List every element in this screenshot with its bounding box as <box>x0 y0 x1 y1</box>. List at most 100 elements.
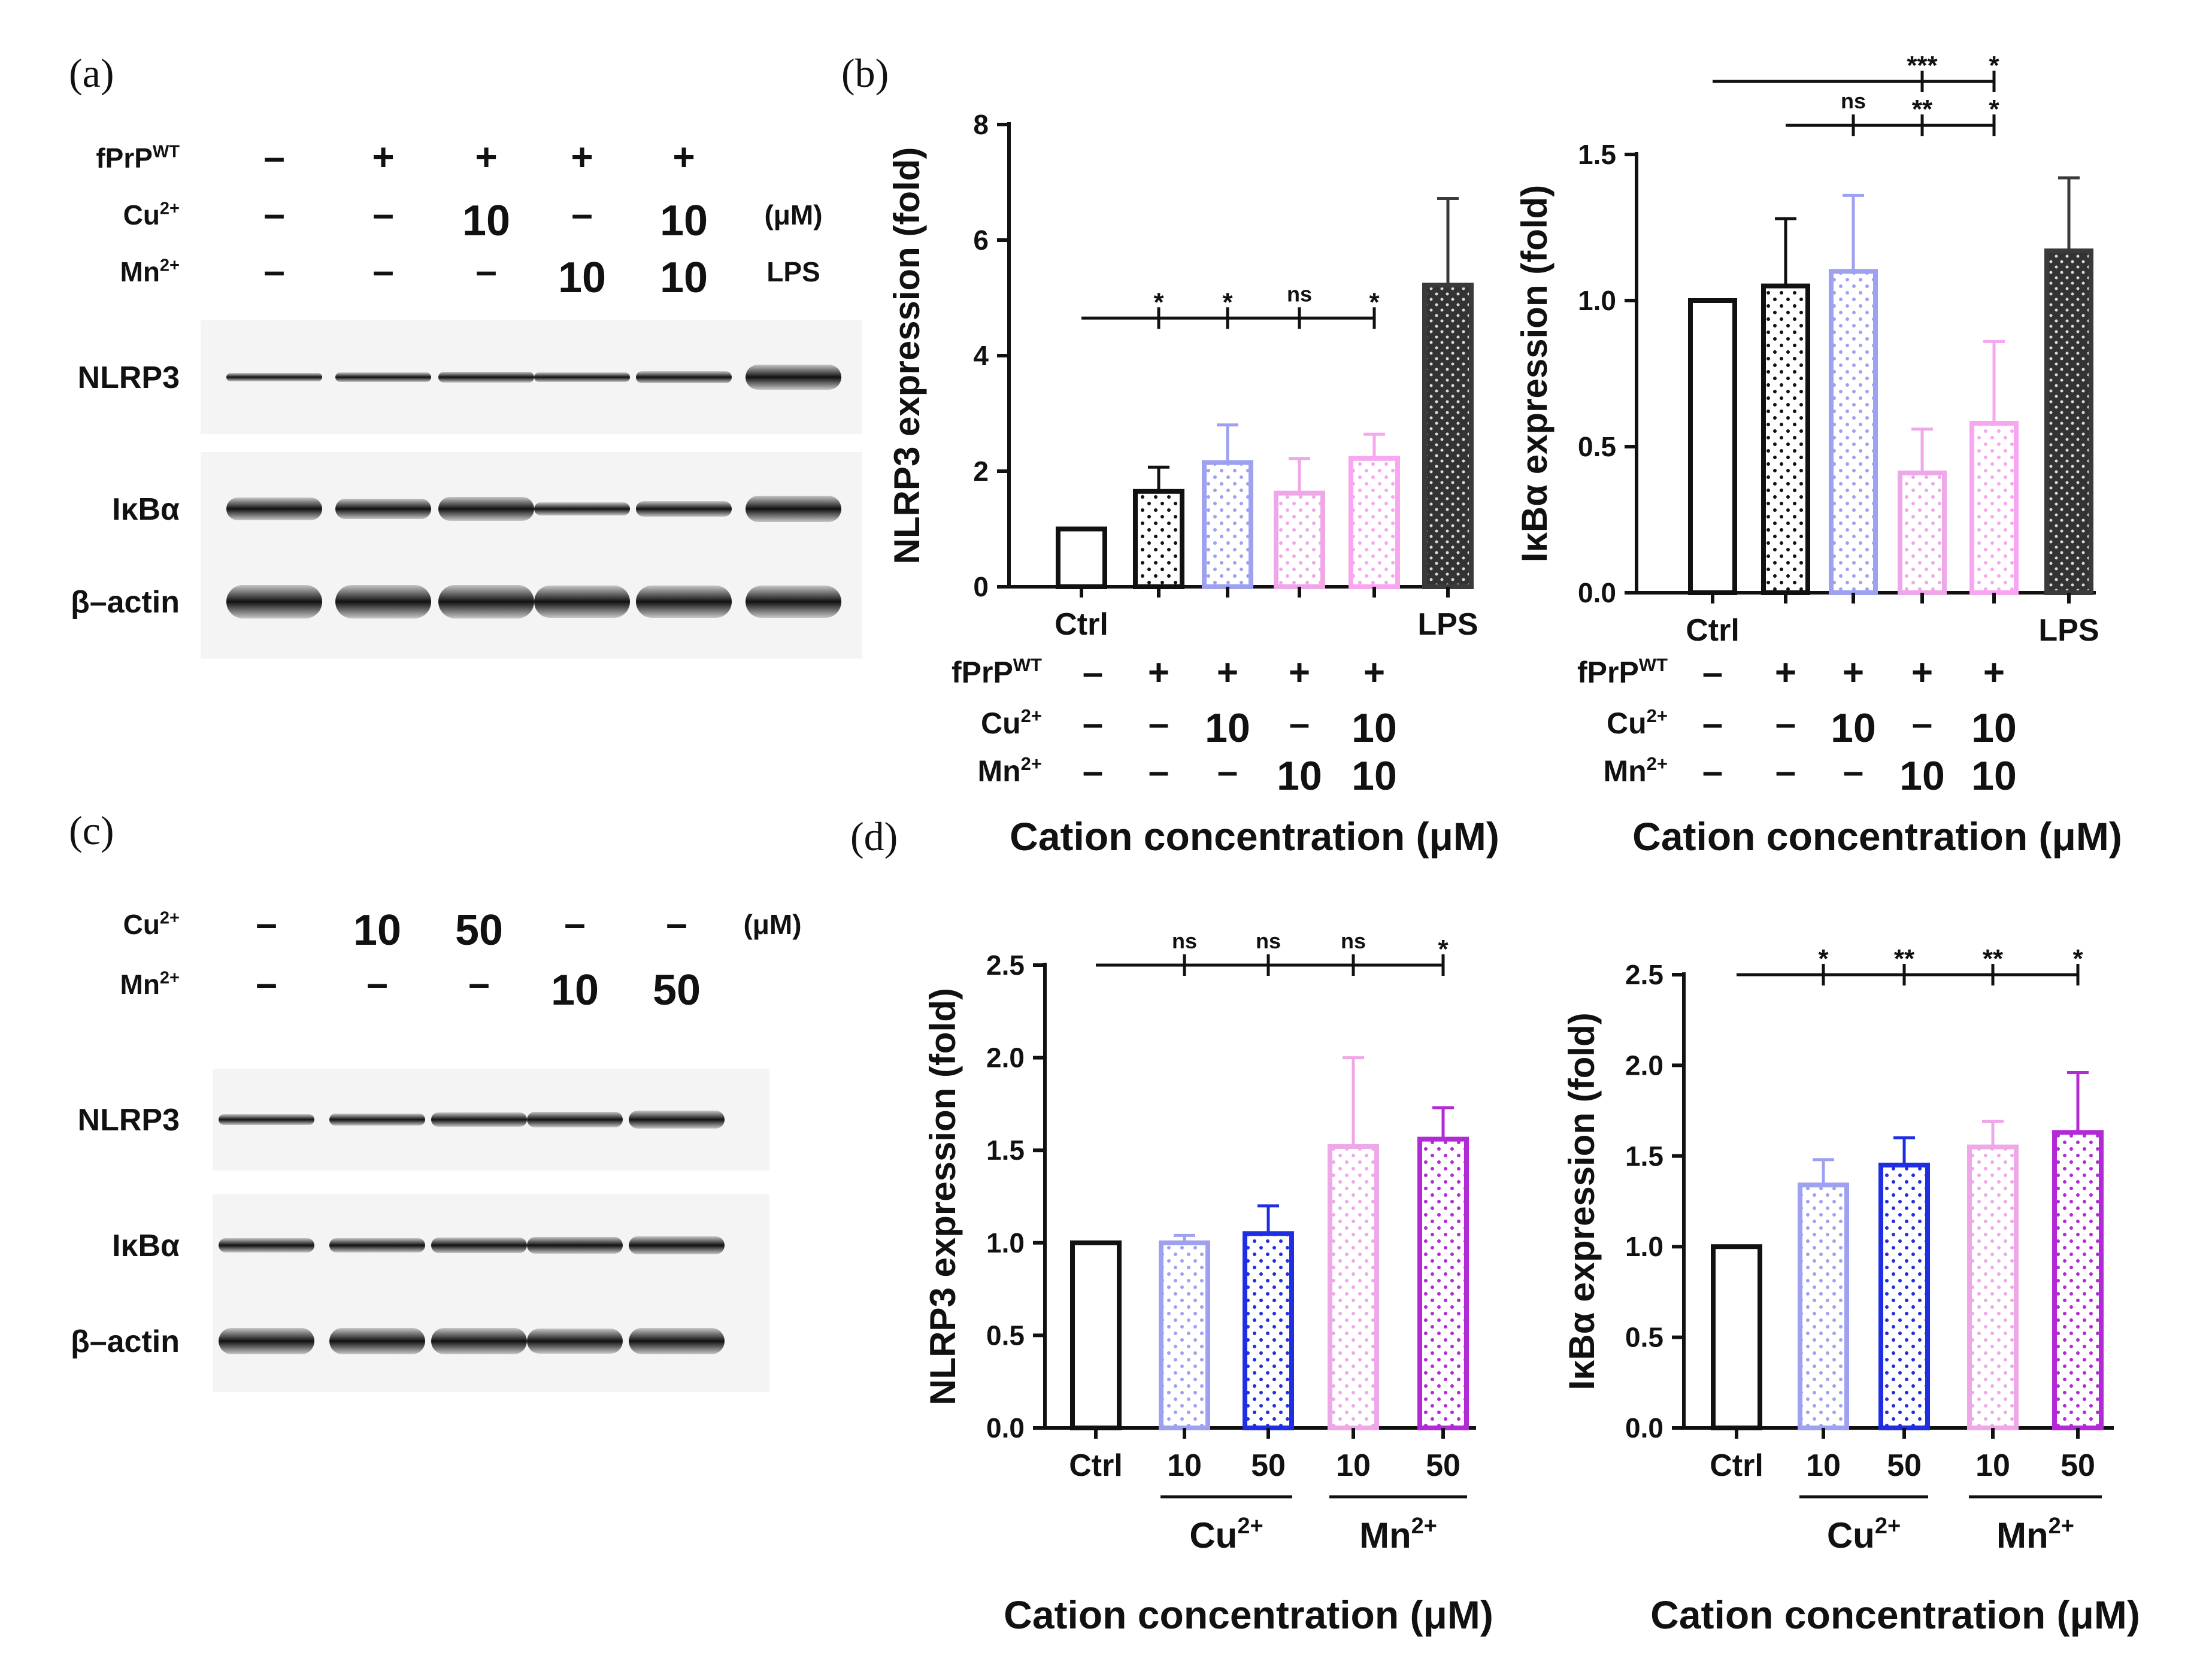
treatment-cell: + <box>372 135 394 178</box>
blot-band <box>219 1328 314 1354</box>
treatment-cell: + <box>672 135 695 178</box>
x-tick-label: 50 <box>1887 1448 1922 1483</box>
treatment-label: Cu2+ <box>123 909 180 940</box>
treatment-cell: – <box>372 249 394 292</box>
significance-label: ns <box>1256 929 1281 953</box>
blot-band <box>746 496 841 522</box>
treatment-cell: – <box>256 962 277 1005</box>
treatment-label: Mn2+ <box>120 969 180 1000</box>
significance-label: ns <box>1172 929 1197 953</box>
treatment-cell: – <box>372 192 394 235</box>
bar-mn-50 <box>2052 1130 2104 1431</box>
y-tick-label: 0.5 <box>1625 1322 1663 1353</box>
bar-lps <box>1422 283 1474 589</box>
x-tick-label: 10 <box>1167 1448 1202 1483</box>
blot-band <box>226 585 322 618</box>
blot-band <box>629 1236 725 1254</box>
treatment-cell: – <box>1149 751 1169 792</box>
x-axis-title: Cation concentration (μM) <box>1010 814 1499 859</box>
treatment-cell: + <box>475 135 497 178</box>
treatment-cell: + <box>571 135 593 178</box>
bar-chart-4: 0.0 0.5 1.0 1.5 2.0 2.5 IκBα expression (fold)… <box>1562 944 2114 1483</box>
bar-fprp-mn-10 <box>1274 490 1325 589</box>
panel-label-d: (d) <box>850 814 898 859</box>
lane-note: LPS <box>766 256 820 287</box>
x-tick-label: Ctrl <box>1055 607 1108 642</box>
lane-note: (μM) <box>764 199 822 231</box>
x-tick-label: Ctrl <box>1069 1448 1123 1483</box>
y-tick-label: 0.5 <box>1578 431 1616 462</box>
x-tick-label: 10 <box>1975 1448 2010 1483</box>
blot-band <box>335 372 431 382</box>
blot-band <box>335 585 431 618</box>
y-tick-label: 0.0 <box>986 1412 1025 1443</box>
treatment-cell: – <box>1083 703 1103 744</box>
y-axis-label: NLRP3 expression (fold) <box>923 988 963 1405</box>
blot-band <box>219 1114 314 1125</box>
treatment-label: Mn2+ <box>1603 753 1668 788</box>
significance-label: ** <box>1912 95 1933 124</box>
x-tick-label: 10 <box>1806 1448 1841 1483</box>
band-label: β–actin <box>71 1324 180 1359</box>
blot-band <box>636 501 732 517</box>
group-label: Cu2+ <box>1189 1514 1263 1555</box>
group-labels-d: Cu2+ Mn2+ Cation concentration (μM) <box>1004 1495 1493 1637</box>
bar-cu-10 <box>1798 1182 1849 1431</box>
blot-band <box>746 365 841 390</box>
bar-mn-50 <box>1417 1136 1469 1430</box>
treatment-cell: 10 <box>1352 705 1397 751</box>
y-tick-label: 0.0 <box>1578 577 1616 608</box>
band-label: IκBα <box>112 1229 180 1263</box>
blot-band <box>629 1328 725 1354</box>
treatment-cell: + <box>1775 652 1796 693</box>
treatment-cell: – <box>1083 652 1103 693</box>
treatment-cell: + <box>1363 652 1385 693</box>
treatment-label: Cu2+ <box>123 199 180 231</box>
treatment-cell: + <box>1148 652 1169 693</box>
x-axis-title: Cation concentration (μM) <box>1632 814 2122 859</box>
significance-label: * <box>1989 95 1999 124</box>
y-tick-label: 1.5 <box>986 1135 1025 1166</box>
treatment-cell: – <box>1289 703 1310 744</box>
x-tick-label: Ctrl <box>1710 1448 1763 1483</box>
blot-band <box>636 586 732 618</box>
blot-band <box>226 498 322 520</box>
x-tick-label: 50 <box>1251 1448 1286 1483</box>
bar-fprp-cu-10-mn-10 <box>1349 456 1400 590</box>
group-label: Mn2+ <box>1996 1514 2074 1555</box>
treatment-cell: + <box>1289 652 1310 693</box>
x-tick-label: 50 <box>2061 1448 2095 1483</box>
blot-band <box>629 1111 725 1129</box>
y-tick-label: 1.5 <box>1625 1141 1663 1172</box>
bar-fprp-cu-10 <box>1202 460 1253 590</box>
blot-band <box>329 1114 425 1126</box>
treatment-cell: – <box>1702 652 1723 693</box>
y-tick-label: 2.5 <box>1625 959 1663 990</box>
treatment-cell: 10 <box>1277 753 1322 799</box>
y-tick-label: 2.5 <box>986 950 1025 981</box>
treatment-label: Mn2+ <box>977 753 1042 788</box>
treatment-cell: 10 <box>353 906 401 954</box>
blot-band <box>746 586 841 618</box>
blot-band <box>534 586 630 618</box>
treatment-cell: – <box>564 902 586 945</box>
y-tick-label: 2 <box>973 456 989 487</box>
x-tick-label: Ctrl <box>1686 613 1740 648</box>
x-tick-label: LPS <box>1417 607 1478 642</box>
treatment-cell: – <box>366 962 388 1005</box>
blot-band <box>527 1329 623 1354</box>
band-label: β–actin <box>71 585 180 620</box>
bar-fprp <box>1133 489 1184 590</box>
significance-label: ns <box>1341 929 1366 953</box>
blot-band <box>226 373 322 381</box>
treatment-cell: 10 <box>660 197 708 245</box>
treatment-cell: + <box>1217 652 1238 693</box>
treatment-cell: – <box>1083 751 1103 792</box>
bar-lps <box>2044 248 2093 596</box>
significance-label: * <box>1989 51 1999 80</box>
blot-band <box>636 371 732 383</box>
significance-label: ** <box>1983 944 2004 974</box>
treatment-cell: 10 <box>1971 753 2017 799</box>
treatment-cell: – <box>1149 703 1169 744</box>
treatment-cell: 10 <box>462 197 510 245</box>
